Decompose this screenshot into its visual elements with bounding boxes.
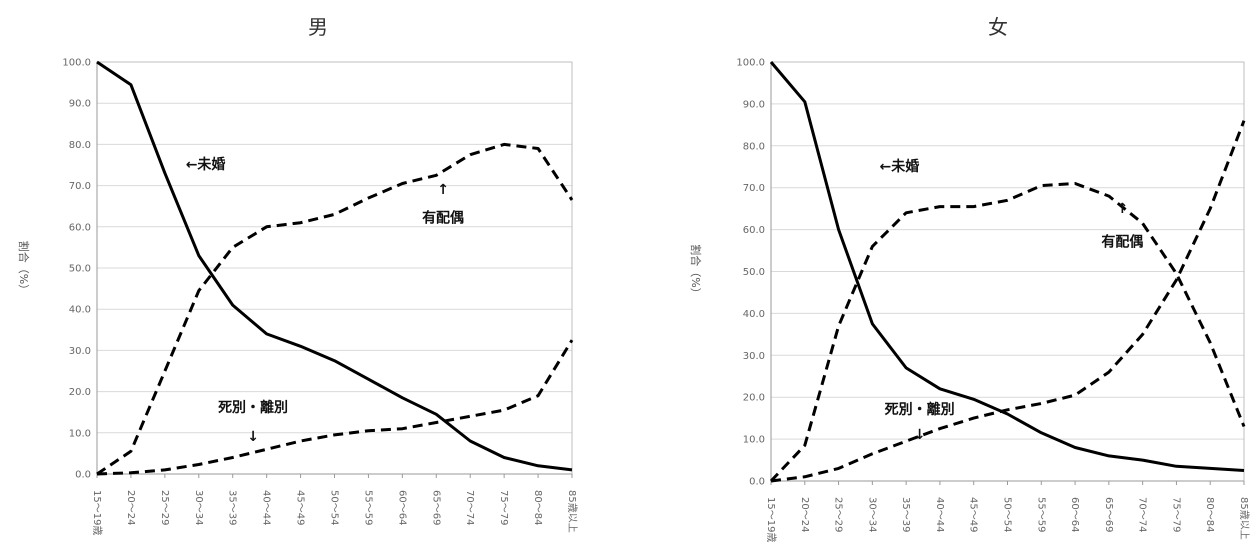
y-tick-label-male: 0.0 [75,470,91,481]
annotation-male-0: ←未婚 [186,156,226,173]
x-tick-label-female: 15～19歳 [765,497,777,542]
y-tick-label-female: 40.0 [743,309,765,320]
x-tick-label-female: 80～84 [1204,497,1215,532]
y-tick-label-male: 90.0 [69,99,91,110]
x-tick-label-male: 70～74 [464,490,475,525]
y-tick-label-male: 40.0 [69,305,91,316]
y-tick-label-female: 100.0 [736,58,765,69]
series-line-male-1 [96,142,574,476]
annotation-male-4: ↓ [247,429,259,445]
y-tick-label-female: 30.0 [743,351,765,362]
y-tick-label-male: 10.0 [69,428,91,439]
x-tick-label-female: 30～34 [866,497,877,532]
x-tick-label-male: 30～34 [193,490,204,525]
x-tick-label-female: 50～54 [1002,497,1013,532]
x-tick-label-female: 20～24 [799,497,810,532]
x-tick-label-female: 60～64 [1069,497,1080,532]
y-axis-label-male: 割合（%） [17,241,31,295]
x-tick-label-male: 55～59 [362,490,373,525]
annotation-female-2: 有配偶 [1101,233,1143,250]
x-tick-label-male: 85歳以上 [566,490,578,533]
y-tick-label-female: 10.0 [743,435,765,446]
x-tick-label-female: 45～49 [968,497,979,532]
x-tick-label-female: 65～69 [1103,497,1114,532]
x-tick-label-female: 85歳以上 [1238,497,1250,540]
x-tick-label-male: 35～39 [227,490,238,525]
y-tick-label-female: 20.0 [743,393,765,404]
annotation-female-4: ↓ [914,427,926,443]
x-tick-label-female: 25～29 [833,497,844,532]
y-axis-label-female: 割合（%） [689,244,703,298]
y-tick-label-male: 80.0 [69,140,91,151]
x-tick-label-male: 20～24 [125,490,136,525]
y-tick-label-female: 60.0 [743,225,765,236]
x-tick-label-male: 40～44 [261,490,272,525]
x-tick-label-female: 55～59 [1035,497,1046,532]
x-tick-label-female: 35～39 [900,497,911,532]
x-tick-label-male: 75～79 [498,490,509,525]
x-tick-label-male: 65～69 [430,490,441,525]
annotation-female-1: ↑ [1117,201,1129,217]
x-tick-label-female: 40～44 [934,497,945,532]
y-tick-label-male: 70.0 [69,181,91,192]
chart-female-svg: 女 0.0 10.0 20.0 30.0 40.0 50.0 60.0 70.0 80.0 90.0… [689,15,1250,542]
y-tick-label-female: 80.0 [743,141,765,152]
series-line-female-2 [770,120,1246,483]
x-tick-label-female: 75～79 [1170,497,1181,532]
y-tick-label-female: 50.0 [743,267,765,278]
series-line-male-0 [96,60,573,472]
series-line-female-1 [769,182,1246,483]
series-line-male-2 [96,339,574,476]
x-tick-label-male: 50～54 [329,490,340,525]
chart-panel-male: 男 0.0 10.0 20.0 30.0 40.0 50.0 60.0 70.0 80.0 90.0… [0,0,620,553]
y-tick-label-female: 90.0 [743,99,765,110]
x-tick-label-male: 60～64 [396,490,407,525]
y-tick-label-female: 0.0 [749,477,765,488]
y-tick-label-male: 20.0 [69,387,91,398]
x-tick-label-male: 15～19歳 [91,490,103,535]
annotation-male-2: 有配偶 [422,210,464,227]
y-tick-label-female: 70.0 [743,183,765,194]
x-tick-label-male: 45～49 [295,490,306,525]
chart-panel-female: 女 0.0 10.0 20.0 30.0 40.0 50.0 60.0 70.0 80.0 90.0… [630,0,1258,553]
chart-title-male: 男 [308,15,328,39]
chart-title-female: 女 [988,15,1008,39]
chart-male-svg: 男 0.0 10.0 20.0 30.0 40.0 50.0 60.0 70.0 80.0 90.0… [17,15,578,535]
x-tick-label-female: 70～74 [1137,497,1148,532]
annotation-male-3: 死別・離別 [217,399,288,416]
y-tick-label-male: 50.0 [69,264,91,275]
annotation-female-0: ←未婚 [880,158,920,175]
annotation-female-3: 死別・離別 [884,401,955,418]
annotation-male-1: ↑ [437,182,449,198]
y-tick-label-male: 30.0 [69,346,91,357]
x-tick-label-male: 25～29 [159,490,170,525]
series-line-female-0 [769,61,1245,472]
y-tick-label-male: 100.0 [62,58,91,69]
y-tick-label-male: 60.0 [69,222,91,233]
x-tick-label-male: 80～84 [532,490,543,525]
